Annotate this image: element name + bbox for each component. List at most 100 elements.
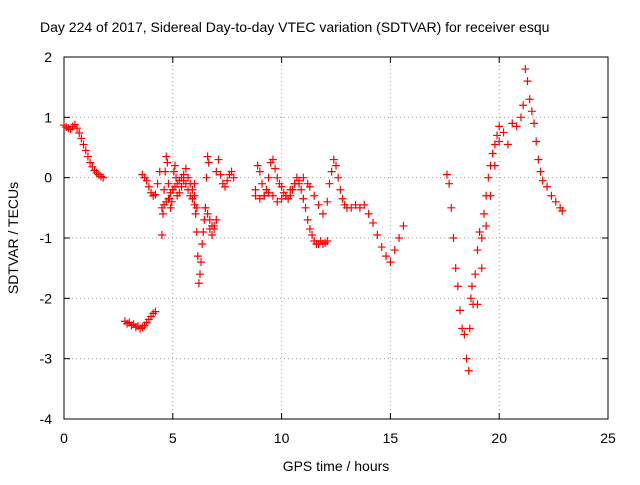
series-segment-1 xyxy=(60,120,108,182)
data-point xyxy=(460,330,469,339)
data-point xyxy=(360,200,369,209)
data-point xyxy=(305,224,314,233)
data-point xyxy=(191,209,200,218)
data-point xyxy=(527,107,536,116)
data-point xyxy=(449,234,458,242)
y-tick-label: -4 xyxy=(40,411,53,427)
data-point xyxy=(164,179,173,188)
data-point xyxy=(519,101,528,110)
data-point xyxy=(268,191,277,200)
data-point xyxy=(201,203,210,212)
data-point xyxy=(486,191,495,200)
data-point xyxy=(214,155,223,164)
data-point xyxy=(547,191,556,200)
data-point xyxy=(482,221,491,230)
data-point xyxy=(364,209,373,218)
data-point xyxy=(525,95,534,104)
data-point xyxy=(325,179,334,188)
data-point xyxy=(303,215,312,224)
data-point xyxy=(473,246,482,255)
data-point xyxy=(347,203,356,212)
x-tick-label: 0 xyxy=(60,430,68,446)
data-point xyxy=(447,203,456,212)
series-segment-9 xyxy=(305,155,408,267)
data-point xyxy=(212,167,221,176)
series-segment-5 xyxy=(190,152,221,288)
data-point xyxy=(290,179,299,188)
data-point xyxy=(75,129,84,138)
data-point xyxy=(277,182,286,191)
data-point xyxy=(253,161,262,170)
data-point xyxy=(79,140,88,149)
y-tick-label: 1 xyxy=(44,109,52,125)
data-point xyxy=(281,191,290,200)
data-point xyxy=(181,164,190,173)
tick-marks xyxy=(63,56,609,420)
data-point xyxy=(442,170,451,179)
data-point xyxy=(351,200,360,209)
data-point xyxy=(273,197,282,206)
tick-labels: 0 5 10 15 20 25 -4 -3 -2 -1 0 1 2 xyxy=(40,49,616,446)
series-segment-11 xyxy=(473,65,567,309)
data-point xyxy=(462,354,471,363)
data-point xyxy=(503,140,512,149)
series-segment-4 xyxy=(157,173,201,212)
data-point xyxy=(534,155,543,164)
y-tick-label: -1 xyxy=(40,230,53,246)
data-point xyxy=(355,203,364,212)
data-point xyxy=(521,65,530,74)
data-point xyxy=(332,161,340,170)
data-point xyxy=(196,270,204,279)
data-point xyxy=(299,173,308,182)
data-point xyxy=(532,137,541,146)
data-point xyxy=(268,155,277,164)
data-point xyxy=(142,176,151,185)
data-point xyxy=(386,258,395,267)
data-point xyxy=(83,152,92,161)
data-point xyxy=(453,282,462,291)
data-point xyxy=(207,230,216,239)
data-point xyxy=(169,167,178,176)
data-point xyxy=(221,182,230,191)
data-point xyxy=(205,215,214,224)
data-point xyxy=(286,185,295,194)
x-tick-label: 20 xyxy=(491,430,507,446)
data-point xyxy=(194,279,203,288)
data-point xyxy=(175,188,184,197)
y-tick-label: -3 xyxy=(40,351,53,367)
data-point xyxy=(377,243,386,252)
series-segment-6 xyxy=(201,155,238,233)
data-point xyxy=(538,176,547,185)
data-point xyxy=(323,197,332,206)
data-point xyxy=(543,182,552,191)
x-tick-label: 5 xyxy=(169,430,177,446)
data-point xyxy=(184,185,193,194)
data-point xyxy=(153,179,162,188)
data-point xyxy=(151,190,160,199)
data-point xyxy=(488,149,497,158)
data-point xyxy=(203,209,212,218)
data-point xyxy=(551,197,560,206)
data-point xyxy=(523,77,532,86)
data-point xyxy=(477,264,486,273)
data-point xyxy=(468,282,476,291)
y-tick-label: -2 xyxy=(40,290,53,306)
data-point xyxy=(277,194,286,203)
data-point xyxy=(255,167,264,176)
data-point xyxy=(336,185,345,194)
data-point xyxy=(162,152,171,161)
data-point xyxy=(166,203,175,212)
data-point xyxy=(475,227,484,236)
data-point xyxy=(73,124,82,133)
data-point xyxy=(508,119,517,128)
data-point xyxy=(164,194,173,203)
data-point xyxy=(297,185,306,194)
data-point xyxy=(334,173,343,182)
data-points xyxy=(60,65,567,375)
data-point xyxy=(490,161,499,170)
data-point xyxy=(530,119,539,128)
data-point xyxy=(204,158,213,167)
data-point xyxy=(466,294,475,303)
data-point xyxy=(329,155,338,164)
data-point xyxy=(197,258,206,267)
